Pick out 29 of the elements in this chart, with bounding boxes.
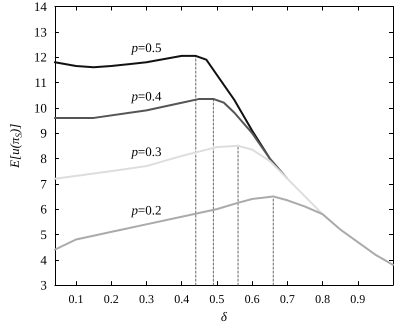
- y-tick-label: 4: [40, 252, 48, 268]
- x-tick-label: 0.4: [174, 292, 190, 306]
- y-tick-label: 10: [34, 100, 47, 116]
- x-tick-label: 0.2: [104, 292, 119, 306]
- y-tick-label: 9: [40, 126, 47, 141]
- y-tick-label: 14: [34, 0, 48, 14]
- y-tick-label: 12: [34, 50, 47, 65]
- x-tick-label: 0.3: [138, 292, 154, 306]
- x-tick-label: 0.9: [350, 292, 366, 306]
- series-label: p=0.2: [130, 202, 162, 218]
- y-tick-label: 8: [40, 150, 47, 166]
- x-tick-label: 0.5: [209, 292, 224, 306]
- line-series: [54, 144, 324, 216]
- line-series: [54, 195, 394, 266]
- x-tick-label: 0.1: [68, 292, 84, 306]
- x-tick-label: 0.8: [315, 292, 330, 306]
- y-tick-label: 6: [40, 202, 48, 217]
- series-label: p=0.3: [130, 144, 162, 160]
- y-tick-label: 13: [34, 24, 47, 40]
- y-axis-title: E[u(πS)]: [7, 124, 24, 169]
- series-label: p=0.5: [130, 40, 162, 56]
- x-axis-title: δ: [220, 309, 228, 324]
- y-tick-label: 5: [40, 226, 47, 242]
- x-tick-label: 0.7: [280, 292, 295, 306]
- y-tick-label: 7: [40, 176, 48, 192]
- y-tick-label: 3: [40, 278, 47, 293]
- y-tick-label: 11: [34, 74, 47, 90]
- series-label: p=0.4: [130, 88, 162, 104]
- x-tick-label: 0.6: [244, 292, 260, 306]
